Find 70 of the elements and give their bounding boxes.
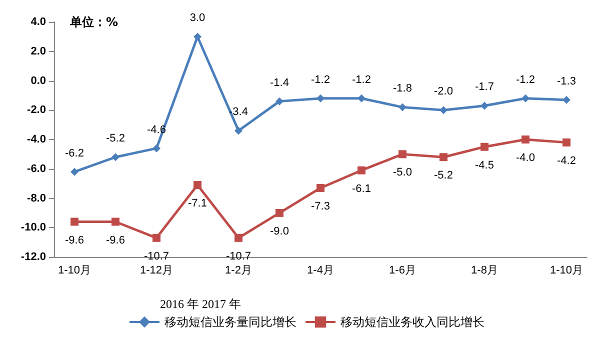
y-tick-label: 0.0 [30,74,46,87]
point [70,168,78,176]
data-label: -10.7 [226,250,252,262]
legend-label: 移动短信业务量同比增长 [164,315,296,329]
point [480,142,488,151]
point [152,144,160,152]
y-tick-label: 2.0 [30,45,46,58]
point [112,153,120,162]
x-tick-label: 1-10月 [550,264,584,276]
data-label: -1.2 [352,74,371,86]
data-label: -4.5 [475,159,494,172]
point [194,32,202,41]
point [316,184,324,192]
data-label: -5.2 [106,132,125,145]
data-label: -6.2 [65,147,84,160]
y-tick-label: -10.0 [20,222,46,234]
text: 2016 年 2017 年 [160,297,241,311]
point [480,102,488,110]
y-tick-label: -6.0 [27,162,46,175]
data-label: -6.1 [352,182,371,195]
point [152,234,160,242]
data-label: -1.8 [393,82,412,95]
data-label: -7.3 [311,200,330,212]
data-label: -10.7 [144,250,170,262]
point [316,94,324,102]
point [398,103,406,112]
x-tick-label: 1-10月 [58,264,92,276]
point [112,218,120,226]
y-tick-label: 4.0 [30,16,46,28]
point [398,150,406,158]
point [562,96,570,104]
point [358,166,366,174]
data-label: -1.3 [557,75,576,88]
x-tick-label: 1-6月 [389,264,416,276]
data-label: -1.4 [270,76,289,89]
point [562,138,570,146]
y-tick-label: -12.0 [20,251,46,263]
data-label: -5.0 [393,166,412,179]
data-label: -9.6 [65,234,84,246]
x-tick-label: 1-4月 [307,264,334,276]
legend-label: 移动短信业务收入同比增长 [340,315,484,329]
data-label: -5.2 [434,170,453,182]
x-tick-label: 1-8月 [471,264,498,276]
data-label: -7.1 [188,198,207,210]
data-label: -9.6 [106,234,125,246]
point [70,218,78,226]
point [276,97,284,106]
y-tick-label: -2.0 [27,104,46,116]
data-label: -1.7 [475,81,494,94]
data-label: -1.2 [516,74,535,86]
point [194,181,202,190]
data-label: -9.0 [270,225,289,238]
point [522,136,530,144]
point [440,106,448,114]
x-tick-label: 1-2月 [225,264,252,276]
y-tick-label: -4.0 [27,134,46,146]
point [358,94,366,102]
data-label: -4.0 [516,152,535,164]
point [440,153,448,162]
data-label: -2.0 [434,86,453,98]
x-tick-label: 1-12月 [140,264,174,276]
point [234,126,242,135]
data-label: -4.2 [557,154,576,167]
point [276,208,284,217]
annotation: 单位：% [69,15,118,29]
point [234,234,242,242]
y-tick-label: -8.0 [27,192,46,204]
point [522,94,530,102]
data-label: 3.0 [190,12,206,24]
data-label: -1.2 [311,74,330,86]
